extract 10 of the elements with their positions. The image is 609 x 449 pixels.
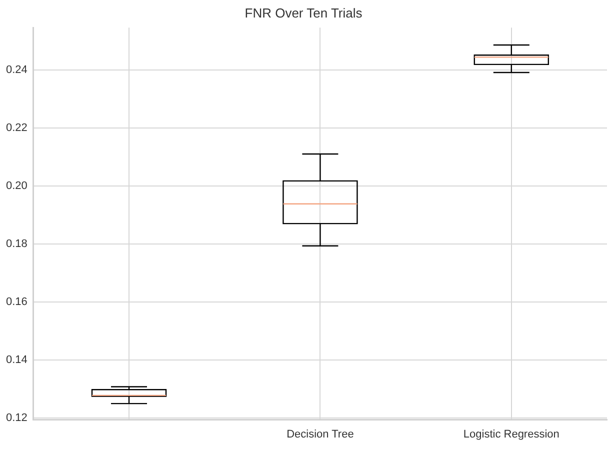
y-tick-label: 0.22 [6,122,28,134]
x-tick-label: Logistic Regression [463,428,560,440]
y-tick-label: 0.20 [6,180,28,192]
y-tick-label: 0.12 [6,412,28,424]
y-tick-label: 0.18 [6,238,28,250]
y-tick-label: 0.14 [6,354,28,366]
y-tick-label: 0.16 [6,296,28,308]
y-tick-label: 0.24 [6,64,28,76]
x-tick-label: Decision Tree [286,428,354,440]
chart-title: FNR Over Ten Trials [244,5,363,20]
